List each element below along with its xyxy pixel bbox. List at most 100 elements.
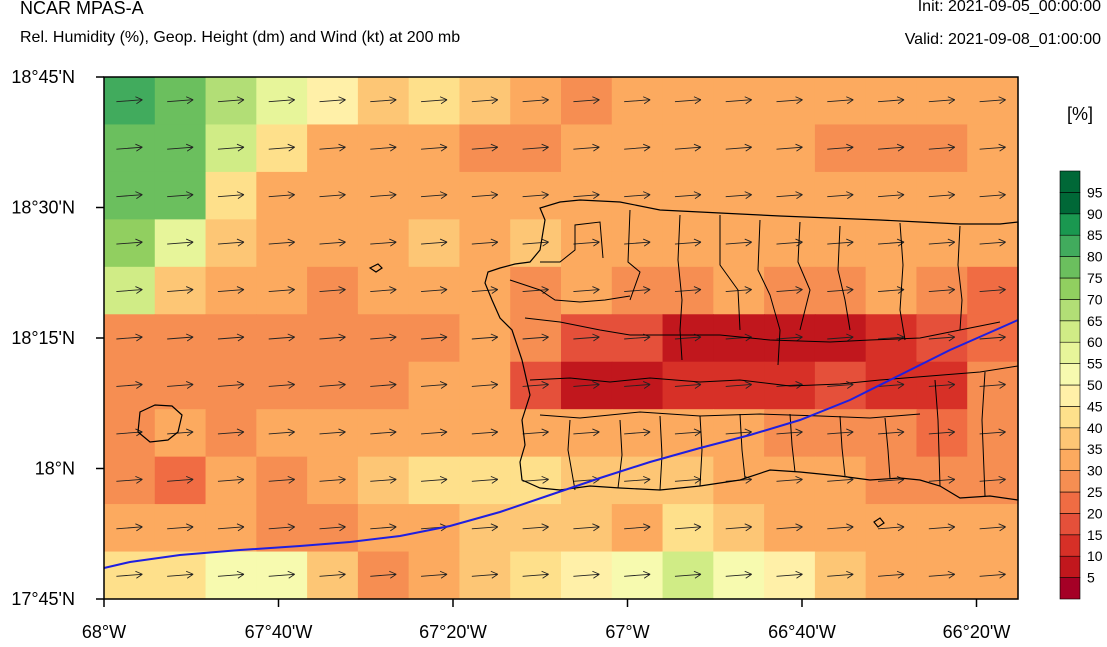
wind-arrow	[116, 143, 143, 152]
wind-arrow	[319, 143, 346, 152]
colorbar-label: 85	[1087, 227, 1103, 243]
colorbar-segment	[1059, 577, 1081, 600]
wind-arrow	[674, 238, 702, 247]
wind-arrow	[573, 191, 600, 200]
wind-arrow	[421, 381, 448, 389]
mona-island	[137, 404, 183, 443]
colorbar-label: 10	[1087, 548, 1103, 564]
wind-arrow	[725, 570, 752, 579]
lon-label: 68°W	[82, 622, 126, 642]
colorbar-segment	[1059, 234, 1081, 257]
wind-arrow	[573, 570, 600, 579]
wind-arrow	[471, 523, 499, 532]
lon-label: 67°W	[605, 622, 649, 642]
wind-arrow	[116, 381, 143, 389]
colorbar-segment	[1059, 341, 1081, 364]
colorbar-label: 60	[1087, 334, 1103, 350]
wind-arrow	[319, 381, 346, 389]
wind-arrow	[370, 238, 397, 247]
wind-arrow	[522, 143, 549, 152]
colorbar-label: 90	[1087, 206, 1103, 222]
wind-arrow	[471, 333, 499, 342]
wind-arrow	[370, 333, 397, 342]
wind-arrow	[522, 523, 549, 532]
wind-arrow	[776, 523, 803, 532]
wind-arrow	[878, 143, 905, 152]
wind-arrow	[522, 191, 549, 200]
lat-label: 17°45'N	[11, 589, 75, 609]
desecheo-island	[368, 263, 383, 273]
wind-arrow	[116, 475, 143, 484]
wind-arrow	[522, 428, 549, 437]
wind-arrow	[624, 570, 651, 579]
colorbar-label: 80	[1087, 249, 1103, 265]
wind-arrow	[471, 143, 499, 152]
wind-arrow	[370, 286, 397, 294]
colorbar-segment	[1059, 277, 1081, 300]
wind-arrow	[167, 333, 194, 342]
wind-arrow	[116, 191, 143, 200]
wind-arrow	[979, 143, 1006, 152]
wind-arrow	[725, 381, 752, 389]
wind-arrow	[268, 286, 295, 294]
wind-arrow	[928, 96, 956, 105]
wind-arrow	[421, 191, 448, 200]
wind-arrow	[319, 570, 346, 579]
colorbar-unit: [%]	[1067, 104, 1094, 124]
wind-arrow	[776, 428, 803, 437]
wind-arrow	[522, 475, 549, 484]
wind-arrow	[319, 286, 346, 294]
wind-arrow	[573, 381, 600, 389]
wind-arrow	[928, 286, 956, 294]
wind-arrow	[776, 286, 803, 294]
wind-arrow	[776, 96, 803, 105]
wind-arrow	[725, 238, 752, 247]
wind-arrow	[471, 238, 499, 247]
wind-arrow	[878, 570, 905, 579]
wind-arrow	[370, 428, 397, 437]
wind-arrow	[573, 333, 600, 342]
wind-arrow	[116, 570, 143, 579]
wind-arrow	[268, 143, 295, 152]
colorbar-label: 45	[1087, 398, 1103, 414]
wind-arrow	[217, 143, 245, 152]
latitude-labels: 18°45'N 18°30'N 18°15'N 18°N 17°45'N	[11, 67, 75, 609]
wind-arrow	[217, 428, 245, 437]
wind-arrow	[624, 523, 651, 532]
wind-arrow	[319, 475, 346, 484]
wind-arrow	[471, 191, 499, 200]
lat-label: 18°N	[35, 459, 75, 479]
wind-arrow	[878, 523, 905, 532]
colorbar: 5 10 15 20 25 30 35 40 45 50 55 60 65 70 75 80 85 90 95	[1059, 170, 1103, 600]
wind-arrow	[928, 428, 956, 437]
wind-arrow	[268, 238, 295, 247]
wind-arrow	[979, 428, 1006, 437]
wind-arrow	[116, 96, 143, 105]
colorbar-label: 30	[1087, 463, 1103, 479]
wind-arrow	[471, 381, 499, 389]
colorbar-label: 70	[1087, 291, 1103, 307]
wind-arrow	[827, 570, 854, 579]
wind-arrow	[827, 286, 854, 294]
wind-arrow	[928, 143, 956, 152]
model-title: NCAR MPAS-A	[20, 0, 144, 18]
wind-arrow	[167, 143, 194, 152]
wind-arrow	[116, 286, 143, 294]
wind-arrow	[370, 570, 397, 579]
longitude-labels: 68°W 67°40'W 67°20'W 67°W 66°40'W 66°20'W	[82, 622, 1010, 642]
wind-arrow	[421, 570, 448, 579]
colorbar-segment	[1059, 363, 1081, 386]
wind-arrow	[878, 96, 905, 105]
wind-arrow	[217, 96, 245, 105]
caja-de-muertos	[873, 517, 885, 528]
wind-arrow	[827, 428, 854, 437]
wind-arrow	[167, 286, 194, 294]
wind-arrow	[421, 96, 448, 105]
wind-arrow	[674, 428, 702, 437]
wind-arrow	[522, 238, 549, 247]
wind-arrow	[370, 381, 397, 389]
wind-arrow	[421, 286, 448, 294]
wind-arrow	[471, 570, 499, 579]
wind-arrow	[573, 143, 600, 152]
colorbar-segment	[1059, 256, 1081, 279]
